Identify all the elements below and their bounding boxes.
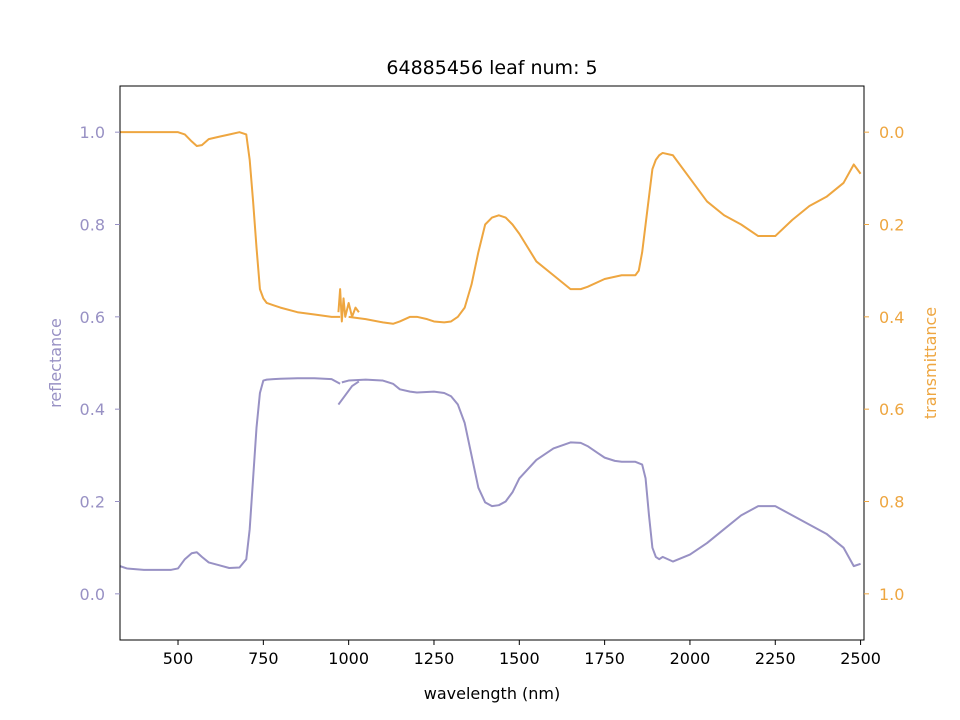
transmittance-line-segment-2 bbox=[337, 288, 360, 323]
y-left-tick-label-0.6: 0.6 bbox=[80, 308, 105, 327]
x-tick-label-750: 750 bbox=[248, 649, 279, 668]
reflectance-line-segment-1 bbox=[119, 377, 341, 571]
y-right-tick-label-0.6: 0.6 bbox=[879, 400, 904, 419]
plot-frame bbox=[119, 85, 865, 641]
y-left-tick-label-0.4: 0.4 bbox=[80, 400, 105, 419]
y-axis-right: 1.0 0.8 0.6 0.4 0.2 0.0 bbox=[864, 123, 904, 604]
x-tick-label-2500: 2500 bbox=[840, 649, 881, 668]
y-left-tick-label-1.0: 1.0 bbox=[80, 123, 105, 142]
y-left-tick-label-0.2: 0.2 bbox=[80, 493, 105, 512]
reflectance-line-segment-2 bbox=[337, 380, 360, 406]
y-axis-left: 0.0 0.2 0.4 0.6 0.8 1.0 bbox=[80, 123, 120, 604]
transmittance-line-segment-3 bbox=[348, 151, 862, 325]
x-tick-label-2250: 2250 bbox=[755, 649, 796, 668]
y-right-tick-label-1.0: 1.0 bbox=[879, 585, 904, 604]
chart-title: 64885456 leaf num: 5 bbox=[386, 57, 597, 79]
y-left-tick-label-0.8: 0.8 bbox=[80, 216, 105, 235]
x-tick-label-1000: 1000 bbox=[328, 649, 369, 668]
y-left-tick-label-0.0: 0.0 bbox=[80, 585, 105, 604]
x-axis: 500 750 1000 1250 1500 1750 2000 2250 2500 bbox=[163, 640, 881, 668]
reflectance-line-segment-3 bbox=[341, 378, 861, 568]
y-axis-left-label: reflectance bbox=[46, 318, 65, 408]
x-tick-label-1750: 1750 bbox=[584, 649, 625, 668]
x-tick-label-1250: 1250 bbox=[414, 649, 455, 668]
x-tick-label-500: 500 bbox=[163, 649, 194, 668]
y-right-tick-label-0.0: 0.0 bbox=[879, 123, 904, 142]
transmittance-line-segment-1 bbox=[120, 131, 341, 318]
series-layer bbox=[119, 131, 862, 571]
x-tick-label-2000: 2000 bbox=[670, 649, 711, 668]
y-axis-right-label: transmittance bbox=[921, 307, 940, 419]
y-right-tick-label-0.8: 0.8 bbox=[879, 493, 904, 512]
x-axis-label: wavelength (nm) bbox=[424, 684, 561, 703]
y-right-tick-label-0.2: 0.2 bbox=[879, 216, 904, 235]
y-right-tick-label-0.4: 0.4 bbox=[879, 308, 904, 327]
x-tick-label-1500: 1500 bbox=[499, 649, 540, 668]
